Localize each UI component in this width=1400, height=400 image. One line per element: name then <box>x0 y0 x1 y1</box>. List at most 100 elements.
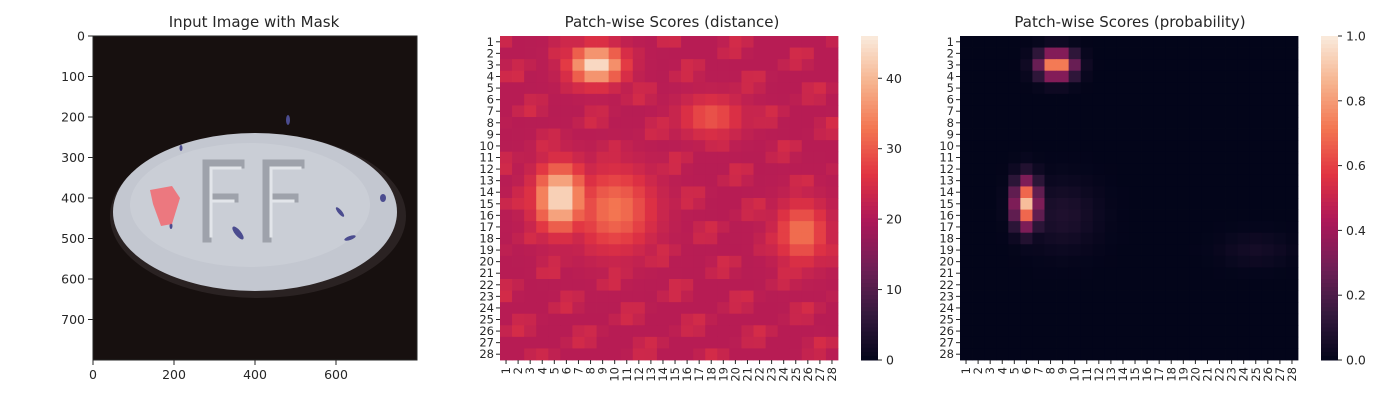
heatmap-cell <box>572 336 585 349</box>
heatmap-cell <box>584 279 597 291</box>
heatmap-cell <box>1056 36 1070 48</box>
heatmap-cell <box>1020 336 1033 349</box>
heatmap-cell <box>753 59 766 72</box>
heatmap-cell <box>753 244 766 257</box>
heatmap-cell <box>512 140 525 153</box>
heatmap-cell <box>984 105 997 118</box>
heatmap-cell <box>693 105 706 118</box>
x-tick-label: 14 <box>656 367 670 382</box>
heatmap-cell <box>656 313 670 326</box>
heatmap-cell <box>500 128 513 141</box>
heatmap-cell <box>1153 36 1166 48</box>
heatmap-cell <box>1032 290 1045 303</box>
heatmap-cell <box>729 348 742 361</box>
y-tick-label: 23 <box>479 289 494 303</box>
heatmap-cell <box>669 267 682 280</box>
heatmap-cell <box>1225 128 1239 141</box>
heatmap-cell <box>1116 232 1130 245</box>
colorbar-segment <box>1321 56 1338 61</box>
colorbar-segment <box>1321 262 1338 268</box>
heatmap-cell <box>572 302 585 315</box>
heatmap-cell <box>729 209 742 222</box>
heatmap-cell <box>1032 302 1045 315</box>
probability-heatmap-cells <box>960 36 1299 361</box>
colorbar-segment <box>861 287 878 292</box>
heatmap-cell <box>765 47 779 60</box>
heatmap-cell <box>536 163 549 176</box>
heatmap-cell <box>1225 140 1239 153</box>
heatmap-cell <box>1177 279 1190 291</box>
heatmap-cell <box>1225 163 1239 176</box>
colorbar-segment <box>861 72 878 77</box>
heatmap-cell <box>693 279 706 291</box>
heatmap-cell <box>632 163 646 176</box>
heatmap-cell <box>1273 36 1287 48</box>
colorbar-segment <box>1321 299 1338 304</box>
heatmap-cell <box>789 348 803 361</box>
heatmap-cell <box>548 302 561 315</box>
heatmap-cell <box>669 302 682 315</box>
heatmap-cell <box>1285 93 1299 106</box>
heatmap-cell <box>656 93 670 106</box>
heatmap-cell <box>1225 105 1239 118</box>
heatmap-cell <box>548 163 561 176</box>
colorbar-segment <box>861 295 878 300</box>
heatmap-cell <box>644 232 658 245</box>
heatmap-cell <box>729 232 742 245</box>
heatmap-cell <box>596 140 610 153</box>
heatmap-cell <box>972 209 985 222</box>
heatmap-cell <box>669 336 682 349</box>
heatmap-cell <box>1165 348 1178 361</box>
heatmap-cell <box>825 221 839 234</box>
heatmap-cell <box>1116 267 1130 280</box>
heatmap-cell <box>1020 232 1033 245</box>
colorbar-segment <box>861 60 878 65</box>
heatmap-cell <box>996 290 1009 303</box>
heatmap-cell <box>1249 290 1263 303</box>
heatmap-cell <box>1020 186 1033 199</box>
heatmap-cell <box>1273 128 1287 141</box>
heatmap-cell <box>1165 313 1178 326</box>
heatmap-cell <box>1020 70 1033 83</box>
heatmap-cell <box>717 163 730 176</box>
heatmap-cell <box>801 93 815 106</box>
heatmap-cell <box>741 244 754 257</box>
heatmap-cell <box>996 36 1009 48</box>
heatmap-cell <box>536 140 549 153</box>
heatmap-cell <box>500 221 513 234</box>
x-tick-label: 19 <box>716 367 730 382</box>
heatmap-cell <box>1068 313 1082 326</box>
heatmap-cell <box>1068 209 1082 222</box>
heatmap-cell <box>1056 47 1070 60</box>
x-tick-label: 18 <box>704 367 718 382</box>
heatmap-cell <box>1141 128 1154 141</box>
heatmap-cell <box>1225 151 1239 164</box>
colorbar-segment <box>1321 80 1338 86</box>
heatmap-cell <box>996 232 1009 245</box>
heatmap-cell <box>1261 128 1275 141</box>
heatmap-cell <box>1129 313 1142 326</box>
heatmap-cell <box>1153 198 1166 210</box>
heatmap-cell <box>1092 325 1106 338</box>
heatmap-cell <box>960 279 973 291</box>
heatmap-cell <box>656 174 670 187</box>
heatmap-cell <box>548 140 561 153</box>
heatmap-cell <box>1165 186 1178 199</box>
colorbar-segment <box>861 161 878 167</box>
heatmap-cell <box>1273 140 1287 153</box>
heatmap-cell <box>620 267 634 280</box>
heatmap-cell <box>1165 221 1178 234</box>
colorbar-segment <box>1321 165 1338 171</box>
heatmap-cell <box>1080 232 1094 245</box>
heatmap-cell <box>1261 140 1275 153</box>
heatmap-cell <box>1177 163 1190 176</box>
heatmap-cell <box>1237 36 1251 48</box>
heatmap-cell <box>753 186 766 199</box>
heatmap-cell <box>960 244 973 257</box>
heatmap-cell <box>813 279 827 291</box>
heatmap-cell <box>1008 302 1021 315</box>
heatmap-cell <box>1032 117 1045 129</box>
heatmap-cell <box>1092 174 1106 187</box>
heatmap-cell <box>1129 302 1142 315</box>
heatmap-cell <box>584 302 597 315</box>
